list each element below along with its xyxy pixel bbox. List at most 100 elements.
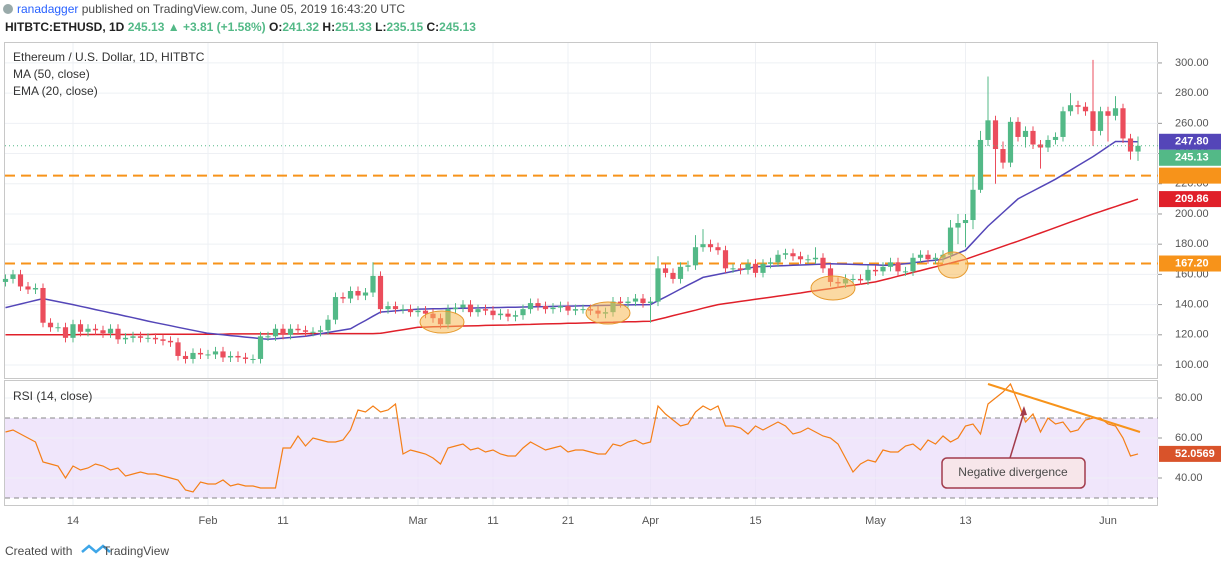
candle-body [152,337,159,340]
candle-body [467,304,474,313]
candle-body [565,306,571,311]
candle-body [917,254,924,258]
candle-body [32,287,39,290]
x-tick-label: 15 [749,515,761,527]
candle-body [17,274,24,287]
x-tick-label: Apr [642,515,659,527]
ohlc-label: L: [375,20,386,34]
candle-body [557,306,564,308]
candle-body [1037,144,1044,148]
price-tag-label: 247.80 [1175,136,1209,148]
candle-body [1105,111,1111,116]
candle-body [1135,145,1141,152]
candle-body [325,319,331,331]
candle-body [182,355,189,359]
candle-body [122,337,129,340]
candle-body [1112,108,1119,116]
candle-body [295,328,301,331]
candle-body [145,337,151,339]
candle-body [647,301,654,304]
candle-body [797,256,804,260]
candle-body [760,263,766,273]
candle-body [1067,105,1074,112]
candle-body [220,351,226,358]
candle-body [415,310,421,313]
candle-body [257,336,264,359]
candle-body [970,189,976,221]
candle-body [190,352,196,359]
candle-body [527,303,534,310]
candle-body [775,254,781,263]
x-tick-label: 14 [67,515,79,527]
price-tag [1159,149,1221,166]
candle-body [685,265,691,267]
candle-body [385,306,391,310]
y-tick-label: 260.00 [1175,117,1209,129]
overlay: Negative divergence [419,251,1141,489]
ohlc-value: 235.15 [386,20,423,34]
footer-brand[interactable]: TradingView [103,544,169,558]
ohlc-value: 245.13 [439,20,476,34]
candle-body [1060,111,1066,137]
price-tag [1159,167,1221,184]
candle-body [475,309,481,313]
candle-body [902,271,909,273]
candle-body [535,303,541,307]
y-tick-label: 140.00 [1175,299,1209,311]
candle-body [1045,139,1051,148]
candle-body [677,266,684,279]
candle-body [422,310,429,314]
candle-body [347,291,354,299]
candle-body [655,268,661,302]
ohlc-label: H: [322,20,335,34]
candle-body [805,259,811,261]
candle-body [490,310,496,316]
candle-body [707,244,714,248]
price-tag [1159,191,1221,208]
candle-body [85,328,91,332]
candle-body [250,358,256,360]
ohlc-label: C: [427,20,440,34]
candle-body [992,120,999,150]
candle-body [617,301,624,304]
candle-body [1000,149,1006,163]
candle-body [880,266,886,272]
candle-body [1097,111,1104,131]
publisher[interactable]: ranadagger [17,2,78,16]
candle-body [910,257,916,272]
candle-body [287,328,294,335]
candle-body [512,315,519,317]
x-tick-label: Feb [199,515,218,527]
candle-body [227,355,234,358]
chart-title: Ethereum / U.S. Dollar, 1D, HITBTC [13,50,205,64]
x-tick-label: 11 [487,515,498,527]
rsi-title: RSI (14, close) [13,389,92,403]
divergence-line [987,383,1141,433]
candle-body [212,351,219,355]
candle-body [460,304,466,308]
highlight [937,251,969,279]
candle-body [302,330,309,332]
price-tag [1159,255,1221,272]
legend-entry: EMA (20, close) [13,84,98,98]
y-tick-label: 200.00 [1175,208,1209,220]
candle-body [272,328,279,337]
footer-text: Created with [5,544,72,558]
candle-body [1007,121,1014,163]
y-tick-label: 40.00 [1175,472,1203,484]
candle-body [47,322,54,328]
x-tick-label: 13 [959,515,971,527]
candle-body [632,298,639,302]
candle-body [580,309,586,311]
candle-body [692,247,699,266]
annotation: Negative divergence [958,465,1068,479]
candle-body [452,307,459,310]
plot-layer [2,59,1158,493]
candle-body [745,263,751,270]
ohlc-label: O: [269,20,282,34]
y-tick-label: 180.00 [1175,238,1209,250]
candle-body [92,328,99,331]
price-tag-label: 167.20 [1175,257,1209,269]
